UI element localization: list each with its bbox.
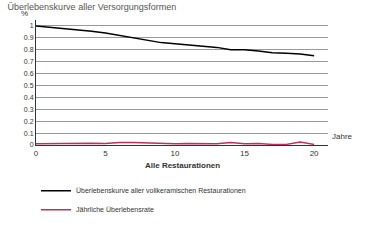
svg-text:1: 1 [30, 22, 34, 29]
svg-text:Jahre: Jahre [332, 132, 353, 141]
svg-text:0.9: 0.9 [24, 34, 34, 41]
svg-text:10: 10 [171, 149, 180, 158]
svg-text:Überlebenskurve aller vollkera: Überlebenskurve aller vollkeramischen Re… [76, 187, 246, 194]
svg-text:0.6: 0.6 [24, 70, 34, 77]
svg-text:0: 0 [34, 149, 39, 158]
svg-text:0.5: 0.5 [24, 82, 34, 89]
svg-text:0.8: 0.8 [24, 46, 34, 53]
svg-text:20: 20 [310, 149, 319, 158]
svg-text:0.2: 0.2 [24, 118, 34, 125]
svg-text:0.4: 0.4 [24, 94, 34, 101]
svg-text:%: % [21, 9, 28, 18]
svg-text:5: 5 [103, 149, 108, 158]
svg-text:15: 15 [240, 149, 249, 158]
svg-text:0.3: 0.3 [24, 106, 34, 113]
svg-text:Jährliche Überlebensrate: Jährliche Überlebensrate [76, 206, 154, 213]
svg-text:0: 0 [30, 141, 34, 148]
svg-text:Alle Restaurationen: Alle Restaurationen [145, 161, 220, 170]
svg-text:Überlebenskurve aller Versorgu: Überlebenskurve aller Versorgungsformen [8, 2, 177, 12]
svg-text:0.7: 0.7 [24, 58, 34, 65]
svg-text:0.1: 0.1 [24, 130, 34, 137]
